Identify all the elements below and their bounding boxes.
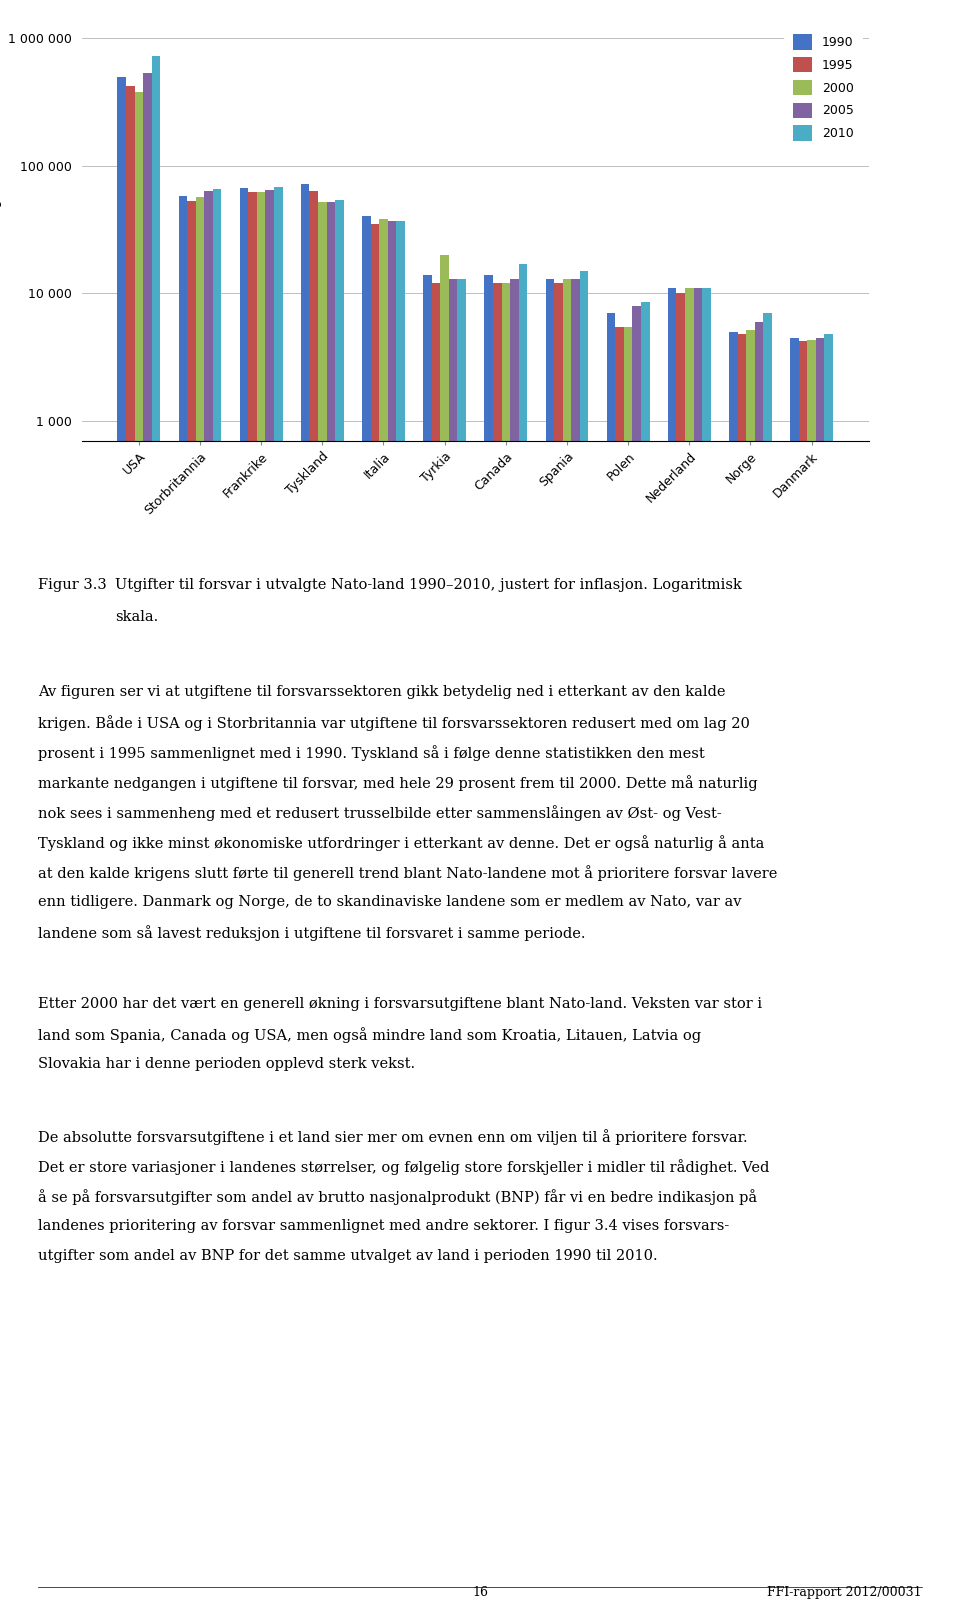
Text: landenes prioritering av forsvar sammenlignet med andre sektorer. I figur 3.4 vi: landenes prioritering av forsvar sammenl… bbox=[38, 1220, 730, 1232]
Bar bbox=[790, 338, 799, 1609]
Bar bbox=[693, 288, 702, 1609]
Bar bbox=[615, 327, 624, 1609]
Text: skala.: skala. bbox=[115, 610, 158, 624]
Bar bbox=[257, 191, 265, 1609]
Bar bbox=[545, 278, 554, 1609]
Bar bbox=[485, 275, 492, 1609]
Bar bbox=[554, 283, 563, 1609]
Bar bbox=[240, 188, 249, 1609]
Text: markante nedgangen i utgiftene til forsvar, med hele 29 prosent frem til 2000. D: markante nedgangen i utgiftene til forsv… bbox=[38, 776, 758, 792]
Bar bbox=[816, 338, 825, 1609]
Bar bbox=[755, 322, 763, 1609]
Text: land som Spania, Canada og USA, men også mindre land som Kroatia, Litauen, Latvi: land som Spania, Canada og USA, men også… bbox=[38, 1027, 702, 1043]
Bar bbox=[179, 196, 187, 1609]
Text: Utgifter til forsvar i utvalgte Nato-land 1990–2010, justert for inflasjon. Loga: Utgifter til forsvar i utvalgte Nato-lan… bbox=[115, 578, 742, 592]
Bar bbox=[624, 327, 633, 1609]
Bar bbox=[449, 278, 458, 1609]
Bar bbox=[126, 87, 134, 1609]
Bar bbox=[763, 314, 772, 1609]
Bar bbox=[571, 278, 580, 1609]
Text: landene som så lavest reduksjon i utgiftene til forsvaret i samme periode.: landene som så lavest reduksjon i utgift… bbox=[38, 925, 586, 941]
Bar bbox=[396, 220, 405, 1609]
Y-axis label: Milliarder 2009 USD (logaritmisk skala): Milliarder 2009 USD (logaritmisk skala) bbox=[0, 108, 3, 352]
Bar bbox=[371, 224, 379, 1609]
Bar bbox=[143, 72, 152, 1609]
Legend: 1990, 1995, 2000, 2005, 2010: 1990, 1995, 2000, 2005, 2010 bbox=[784, 26, 862, 150]
Text: enn tidligere. Danmark og Norge, de to skandinaviske landene som er medlem av Na: enn tidligere. Danmark og Norge, de to s… bbox=[38, 895, 742, 909]
Bar bbox=[677, 293, 685, 1609]
Text: Etter 2000 har det vært en generell økning i forsvarsutgiftene blant Nato-land. : Etter 2000 har det vært en generell økni… bbox=[38, 998, 762, 1010]
Text: Av figuren ser vi at utgiftene til forsvarssektoren gikk betydelig ned i etterka: Av figuren ser vi at utgiftene til forsv… bbox=[38, 685, 726, 698]
Bar bbox=[702, 288, 710, 1609]
Bar bbox=[737, 335, 746, 1609]
Bar bbox=[249, 191, 257, 1609]
Bar bbox=[213, 188, 222, 1609]
Bar bbox=[563, 278, 571, 1609]
Bar bbox=[685, 288, 693, 1609]
Bar bbox=[458, 278, 466, 1609]
Text: FFI-rapport 2012/00031: FFI-rapport 2012/00031 bbox=[767, 1586, 922, 1599]
Bar bbox=[501, 283, 510, 1609]
Text: Tyskland og ikke minst økonomiske utfordringer i etterkant av denne. Det er også: Tyskland og ikke minst økonomiske utford… bbox=[38, 835, 765, 851]
Bar bbox=[492, 283, 501, 1609]
Text: Figur 3.3: Figur 3.3 bbox=[38, 578, 108, 592]
Text: 16: 16 bbox=[472, 1586, 488, 1599]
Text: at den kalde krigens slutt førte til generell trend blant Nato-landene mot å pri: at den kalde krigens slutt førte til gen… bbox=[38, 866, 778, 880]
Text: nok sees i sammenheng med et redusert trusselbilde etter sammenslåingen av Øst- : nok sees i sammenheng med et redusert tr… bbox=[38, 804, 722, 821]
Text: De absolutte forsvarsutgiftene i et land sier mer om evnen enn om viljen til å p: De absolutte forsvarsutgiftene i et land… bbox=[38, 1130, 748, 1146]
Bar bbox=[196, 196, 204, 1609]
Bar bbox=[510, 278, 518, 1609]
Bar bbox=[265, 190, 274, 1609]
Bar bbox=[729, 331, 737, 1609]
Text: å se på forsvarsutgifter som andel av brutto nasjonalprodukt (BNP) får vi en bed: å se på forsvarsutgifter som andel av br… bbox=[38, 1189, 757, 1205]
Text: Slovakia har i denne perioden opplevd sterk vekst.: Slovakia har i denne perioden opplevd st… bbox=[38, 1057, 416, 1072]
Bar bbox=[335, 200, 344, 1609]
Bar bbox=[441, 254, 449, 1609]
Bar bbox=[204, 191, 213, 1609]
Bar bbox=[379, 219, 388, 1609]
Bar bbox=[326, 203, 335, 1609]
Bar bbox=[152, 56, 160, 1609]
Bar bbox=[607, 314, 615, 1609]
Bar bbox=[746, 330, 755, 1609]
Bar bbox=[300, 183, 309, 1609]
Bar bbox=[799, 341, 807, 1609]
Bar bbox=[187, 201, 196, 1609]
Bar bbox=[807, 339, 816, 1609]
Bar bbox=[117, 77, 126, 1609]
Bar bbox=[388, 220, 396, 1609]
Bar bbox=[580, 270, 588, 1609]
Bar bbox=[134, 92, 143, 1609]
Text: Det er store variasjoner i landenes størrelser, og følgelig store forskjeller i : Det er store variasjoner i landenes stør… bbox=[38, 1158, 770, 1175]
Bar bbox=[825, 335, 833, 1609]
Bar bbox=[668, 288, 677, 1609]
Text: prosent i 1995 sammenlignet med i 1990. Tyskland så i følge denne statistikken d: prosent i 1995 sammenlignet med i 1990. … bbox=[38, 745, 706, 761]
Bar bbox=[318, 203, 326, 1609]
Bar bbox=[362, 217, 371, 1609]
Bar bbox=[309, 191, 318, 1609]
Bar bbox=[641, 302, 650, 1609]
Bar bbox=[423, 275, 432, 1609]
Bar bbox=[518, 264, 527, 1609]
Bar bbox=[274, 187, 282, 1609]
Text: utgifter som andel av BNP for det samme utvalget av land i perioden 1990 til 201: utgifter som andel av BNP for det samme … bbox=[38, 1249, 658, 1263]
Bar bbox=[633, 306, 641, 1609]
Bar bbox=[432, 283, 441, 1609]
Text: krigen. Både i USA og i Storbritannia var utgiftene til forsvarssektoren reduser: krigen. Både i USA og i Storbritannia va… bbox=[38, 714, 751, 730]
